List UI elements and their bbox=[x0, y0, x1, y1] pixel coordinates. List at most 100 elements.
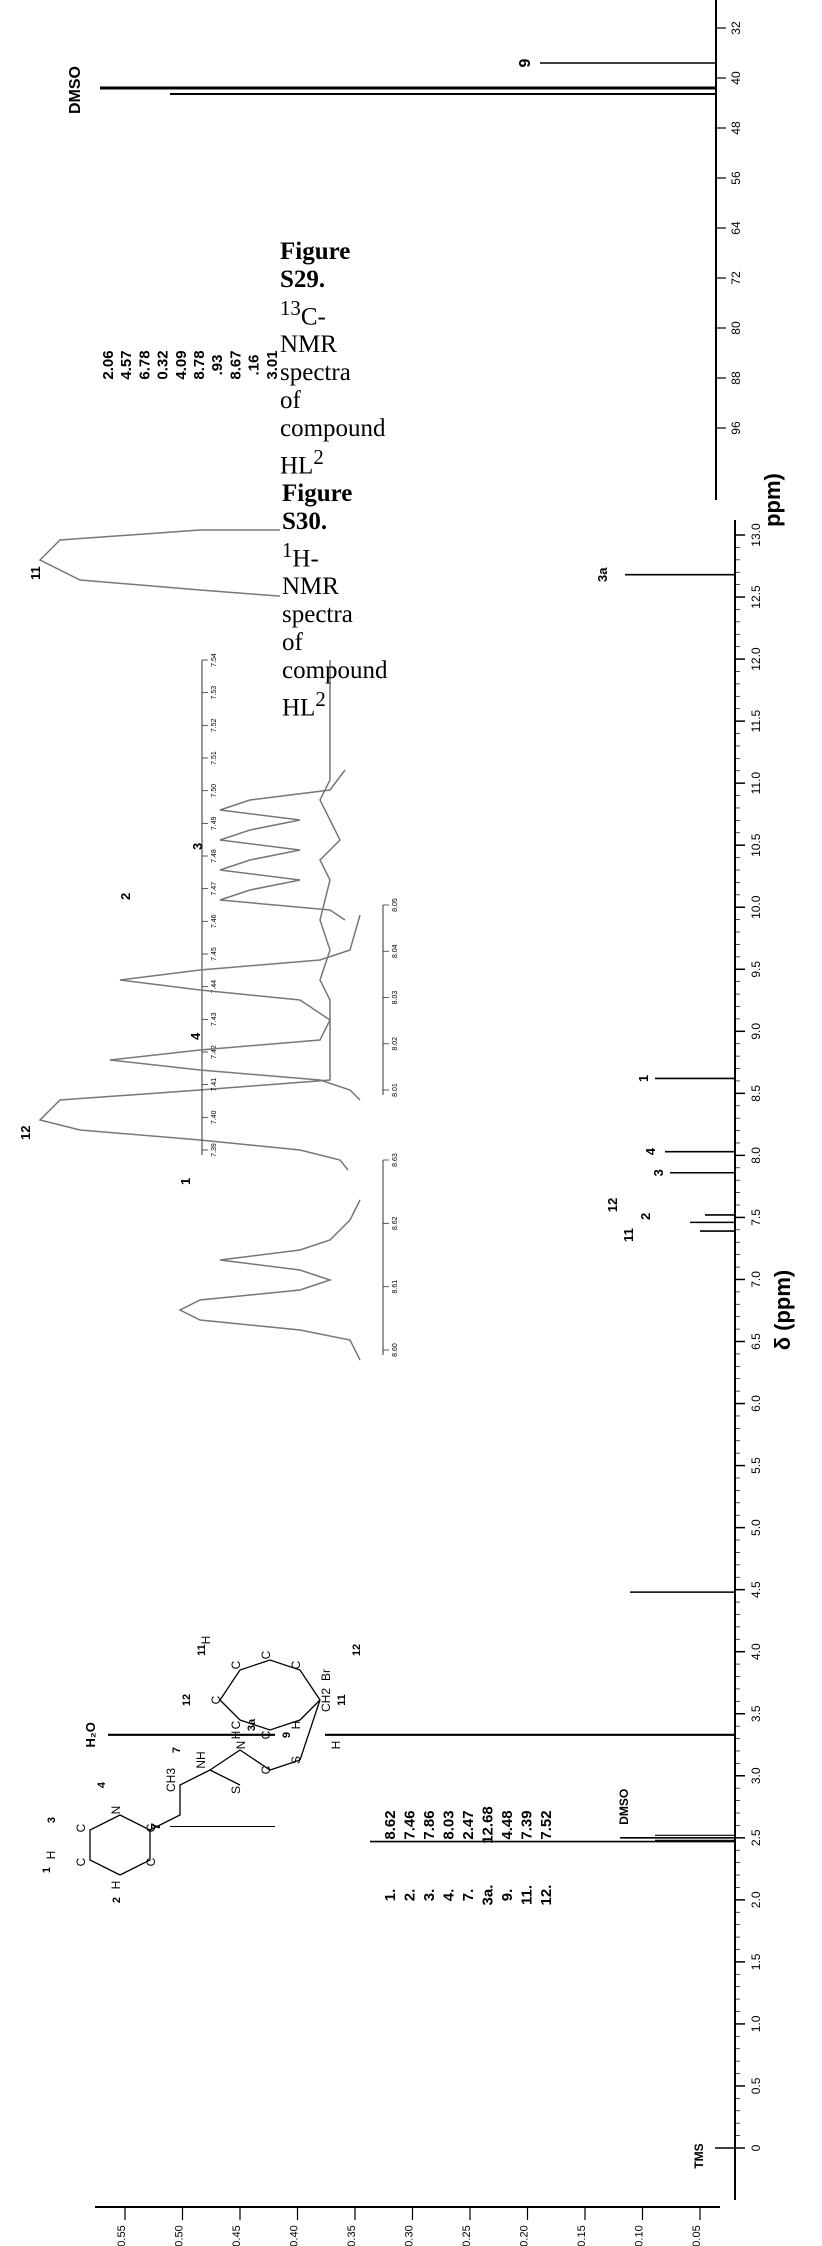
structure-number: 12 bbox=[351, 1644, 363, 1656]
inset-tick-label: 8.63 bbox=[392, 1153, 399, 1167]
y-tick-label: 0.25 bbox=[461, 2225, 473, 2246]
structure-atom: H bbox=[199, 1636, 213, 1645]
c13-tick-label: 96 bbox=[729, 421, 743, 435]
label-peak-2: 2 bbox=[638, 1213, 653, 1220]
x-tick-label: 8.0 bbox=[749, 1147, 763, 1164]
structure-atom: C bbox=[259, 1650, 273, 1659]
x-tick-label: 5.5 bbox=[749, 1457, 763, 1474]
c13-tick-label: 32 bbox=[729, 21, 743, 35]
label-peak-1: 1 bbox=[636, 1075, 651, 1082]
y-tick-label: 0.10 bbox=[634, 2225, 646, 2246]
c13-shift-label: 2.06 bbox=[100, 350, 117, 379]
assignment-number: 12. bbox=[538, 1885, 555, 1906]
structure-atom: C bbox=[259, 1730, 273, 1739]
c13-shift-label: 0.32 bbox=[155, 350, 172, 379]
c13-shift-label: 4.57 bbox=[118, 350, 135, 379]
structure-atom: N bbox=[109, 1806, 123, 1815]
assignment-value: 12.68 bbox=[480, 1806, 497, 1844]
benzene-ring bbox=[219, 1659, 321, 1761]
y-tick-label: 0.30 bbox=[404, 2225, 416, 2246]
x-tick-label: 2.5 bbox=[749, 1829, 763, 1846]
label-tms: TMS bbox=[692, 2143, 706, 2168]
x-tick-label: 11.5 bbox=[749, 710, 763, 733]
assignment-value: 7.52 bbox=[538, 1810, 555, 1839]
x-tick-label: 13.0 bbox=[749, 523, 763, 547]
inset-tick-label: 8.03 bbox=[392, 991, 399, 1005]
inset-tick-label: 7.41 bbox=[211, 1078, 218, 1092]
x-tick-label: 8.5 bbox=[749, 1085, 763, 1102]
assignment-value: 7.86 bbox=[421, 1810, 438, 1839]
x-tick-label: 4.5 bbox=[749, 1581, 763, 1598]
c13-tick-label: 72 bbox=[729, 271, 743, 285]
label-peak-11: 11 bbox=[621, 1228, 636, 1242]
caption-h1-compound-sup: 2 bbox=[315, 687, 326, 712]
assignment-table: 1. 8.62 2. 7.46 3. 7.86 4. 8.03 7. 2.47 3a. 12.68 9.… bbox=[382, 1806, 555, 1905]
structure-atom: C bbox=[209, 1695, 223, 1704]
x-tick-label: 10.0 bbox=[749, 895, 763, 919]
structure-atom: H bbox=[109, 1881, 123, 1890]
assignment-value: 8.62 bbox=[382, 1810, 399, 1839]
assignment-number: 3. bbox=[421, 1889, 438, 1902]
inset-label-2: 2 bbox=[118, 893, 133, 900]
assignment-number: 7. bbox=[460, 1889, 477, 1902]
structure-number: 1 bbox=[41, 1867, 53, 1873]
inset-tick-label: 7.47 bbox=[211, 882, 218, 896]
assignment-value: 4.48 bbox=[499, 1810, 516, 1839]
label-h2o: H₂O bbox=[83, 1722, 98, 1747]
c13-shift-label: 3.01 bbox=[264, 350, 281, 379]
caption-c13-sup: 13 bbox=[280, 296, 301, 320]
c13-axis-fragment: ppm) bbox=[760, 473, 785, 527]
y-tick-label: 0.35 bbox=[346, 2225, 358, 2246]
x-tick-label: 12.5 bbox=[749, 585, 763, 609]
structure-atom: C bbox=[229, 1720, 243, 1729]
inset-tick-label: 8.04 bbox=[392, 944, 399, 958]
inset-label-11: 11 bbox=[28, 566, 43, 580]
structure-number: 3a bbox=[246, 1718, 258, 1731]
assignment-value: 2.47 bbox=[460, 1810, 477, 1839]
structure-atom: C bbox=[259, 1765, 273, 1774]
inset-tick-label: 8.01 bbox=[392, 1083, 399, 1097]
label-peak-3a: 3a bbox=[595, 567, 610, 582]
structure-atom: S bbox=[289, 1756, 303, 1764]
structure-number: 3 bbox=[46, 1817, 58, 1823]
structure-atom: H bbox=[329, 1741, 343, 1750]
y-tick-label: 0.15 bbox=[576, 2225, 588, 2246]
c13-tick-label: 48 bbox=[729, 121, 743, 135]
assignment-value: 7.39 bbox=[519, 1810, 536, 1839]
side-chain bbox=[149, 1769, 241, 1831]
structure-atom: C bbox=[229, 1660, 243, 1669]
c13-shift-label: 4.09 bbox=[173, 350, 190, 379]
y-tick-label: 0.45 bbox=[231, 2225, 243, 2246]
inset-label-1: 1 bbox=[178, 1178, 193, 1185]
inset-tick-label: 7.48 bbox=[211, 849, 218, 863]
y-tick-label: 0.50 bbox=[174, 2225, 186, 2246]
h1-spectrum: 13.012.512.011.511.010.510.09.59.08.58.0… bbox=[83, 520, 795, 2246]
inset-tick-label: 7.39 bbox=[211, 1143, 218, 1157]
structure-number: 11 bbox=[196, 1644, 208, 1656]
inset-tick-label: 8.02 bbox=[392, 1037, 399, 1051]
chemical-structure bbox=[89, 1659, 321, 1876]
c13-shift-label: .93 bbox=[209, 355, 226, 376]
x-tick-label: 9.5 bbox=[749, 961, 763, 978]
assignment-number: 4. bbox=[441, 1889, 458, 1902]
structure-number: 12 bbox=[181, 1694, 193, 1706]
structure-number: 2 bbox=[111, 1897, 123, 1903]
structure-number: 11 bbox=[336, 1694, 348, 1706]
structure-labels: HCCNCCHCH3NHNCSSCH2CCCCCCBrHHHH123473a91… bbox=[41, 1636, 363, 1903]
label-dmso: DMSO bbox=[617, 1789, 631, 1825]
assignment-value: 8.03 bbox=[441, 1810, 458, 1839]
y-tick-label: 0.05 bbox=[691, 2225, 703, 2246]
assignment-value: 7.46 bbox=[402, 1810, 419, 1839]
x-axis-title: δ (ppm) bbox=[770, 1270, 795, 1351]
c13-tick-label: 80 bbox=[729, 321, 743, 335]
x-tick-label: 7.5 bbox=[749, 1209, 763, 1226]
x-tick-label: 9.0 bbox=[749, 1023, 763, 1040]
inset-tick-label: 7.42 bbox=[211, 1045, 218, 1059]
expansion-insets: 7.39 7.40 7.41 7.42 7.43 7.44 7.45 7.46 7.47 7.48… bbox=[18, 529, 399, 1361]
inset-b-trace bbox=[109, 914, 361, 1101]
structure-atom: CH3 bbox=[164, 1768, 178, 1792]
c13-peak-9-label: 9 bbox=[517, 58, 534, 67]
caption-h1-figure: Figure S30. bbox=[282, 480, 353, 535]
c13-shift-label: .16 bbox=[246, 355, 263, 376]
